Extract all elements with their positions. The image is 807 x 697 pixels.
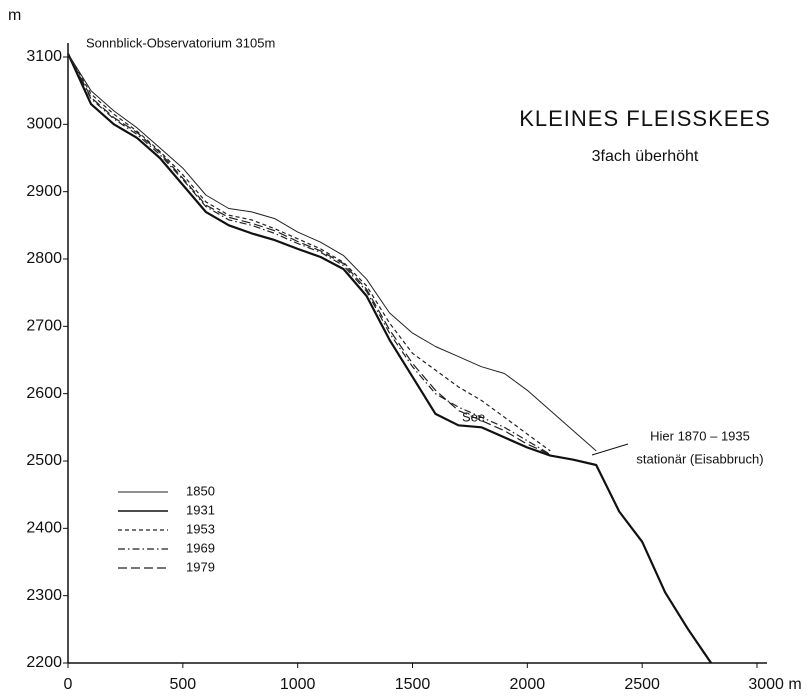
legend-label: 1931	[186, 502, 215, 517]
x-tick-label: 2500	[624, 676, 660, 693]
x-tick-label: 0	[64, 676, 73, 693]
y-tick-label: 2700	[26, 318, 62, 335]
legend-label: 1850	[186, 483, 215, 498]
annotation: Hier 1870 – 1935	[650, 428, 750, 443]
annotation-leader	[591, 443, 629, 456]
y-tick-label: 2400	[26, 520, 62, 537]
x-tick-label: 3000 m	[748, 676, 801, 693]
x-tick-label: 500	[169, 676, 196, 693]
annotation: Sonnblick-Observatorium 3105m	[86, 35, 275, 50]
x-tick-label: 2000	[510, 676, 546, 693]
legend-label: 1979	[186, 559, 215, 574]
y-tick-label: 2200	[26, 654, 62, 671]
y-tick-label: 2800	[26, 250, 62, 267]
series-line	[66, 53, 713, 664]
series-line	[67, 53, 551, 452]
y-tick-label: 2900	[26, 183, 62, 200]
chart-title: KLEINES FLEISSKEES	[519, 106, 771, 131]
y-tick-label: 3000	[26, 116, 62, 133]
x-tick-label: 1500	[395, 676, 431, 693]
chart-subtitle: 3fach überhöht	[592, 148, 699, 165]
y-tick-label: 2500	[26, 452, 62, 469]
series-line	[67, 53, 551, 455]
series-line	[67, 53, 551, 455]
y-tick-label: 2300	[26, 587, 62, 604]
series-line	[67, 53, 597, 452]
y-tick-label: 3100	[26, 48, 62, 65]
y-axis-title: m	[8, 7, 21, 24]
x-tick-label: 1000	[280, 676, 316, 693]
annotation: stationär (Eisabbruch)	[636, 451, 763, 466]
legend-label: 1969	[186, 540, 215, 555]
legend-label: 1953	[186, 521, 215, 536]
y-tick-label: 2600	[26, 385, 62, 402]
